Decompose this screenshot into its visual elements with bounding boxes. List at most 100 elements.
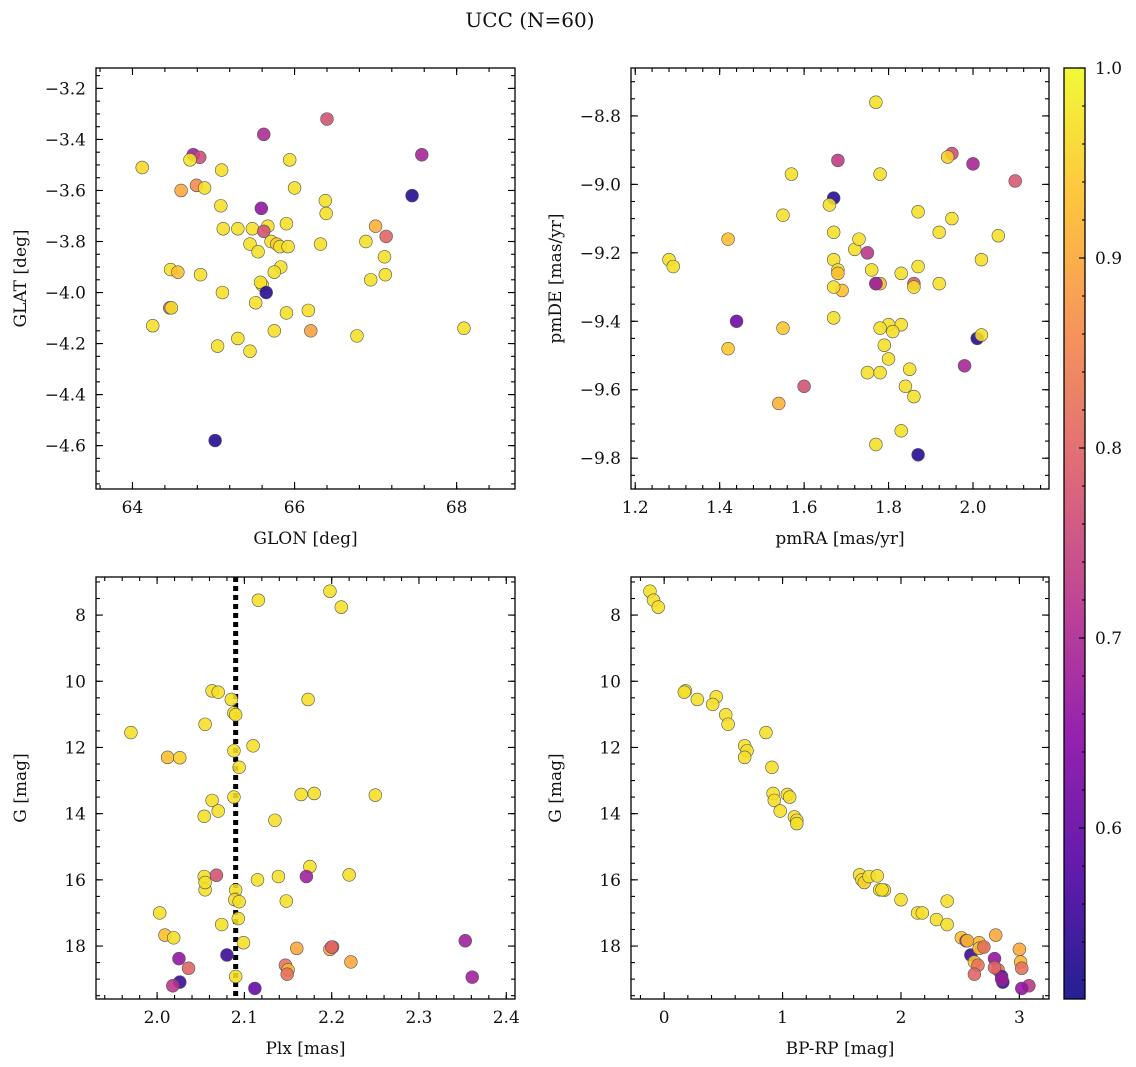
axes-frame (95, 576, 516, 1000)
data-point (254, 201, 269, 216)
data-point (318, 193, 333, 208)
data-point (181, 961, 196, 975)
data-point (227, 790, 241, 804)
data-point (894, 266, 908, 281)
scatter-panels: 64 66 68 −4.6 −4.4 −4.2 −4.0 −3.8 −3.6 −3.4 −3.2 GL… (11, 67, 1050, 1059)
colorbar-gradient (1064, 68, 1085, 999)
data-point (967, 967, 982, 981)
data-point (826, 225, 841, 239)
data-point (974, 252, 989, 267)
y-tick-label: 14 (64, 805, 86, 825)
data-point (869, 95, 883, 109)
data-point (729, 314, 744, 328)
data-point (977, 940, 991, 954)
data-point (251, 593, 266, 607)
data-point (299, 869, 314, 884)
data-point (287, 181, 302, 195)
data-point (257, 127, 271, 142)
data-point (215, 917, 229, 932)
data-point (323, 584, 337, 598)
data-point (666, 259, 680, 274)
data-point (457, 321, 471, 335)
data-point (378, 267, 393, 282)
data-point (224, 692, 239, 707)
data-point (216, 222, 230, 236)
data-point (860, 365, 875, 380)
data-point (1008, 174, 1022, 188)
data-point (782, 790, 797, 804)
data-point (907, 389, 921, 404)
data-point (458, 934, 472, 948)
data-point (301, 303, 316, 318)
data-point (881, 352, 896, 366)
data-point (790, 816, 804, 831)
data-point (966, 157, 980, 171)
data-point (873, 365, 887, 380)
data-point (368, 219, 383, 233)
data-point (869, 276, 883, 291)
data-point (214, 163, 229, 177)
scatter-points (135, 112, 471, 448)
data-point (280, 967, 294, 981)
data-point (940, 150, 955, 164)
data-point (214, 199, 228, 213)
data-point (405, 188, 419, 203)
data-point (870, 869, 885, 883)
data-point (251, 245, 265, 259)
data-point (894, 424, 908, 438)
data-point (193, 267, 208, 282)
data-point (651, 600, 665, 614)
data-point (873, 321, 887, 335)
x-tick-label: 1.4 (706, 498, 733, 518)
data-point (304, 324, 318, 338)
data-point (267, 265, 281, 279)
data-point (246, 739, 260, 753)
data-point (320, 112, 334, 126)
data-point (767, 793, 781, 808)
x-axis-label: GLON [deg] (253, 529, 357, 549)
x-tick-label: 2.4 (493, 1008, 520, 1028)
data-point (932, 225, 946, 239)
data-point (911, 205, 925, 219)
data-point (228, 707, 243, 722)
data-point (875, 883, 889, 897)
x-tick-label: 66 (284, 498, 306, 518)
data-point (313, 237, 328, 251)
data-point (319, 206, 333, 221)
data-point (243, 344, 257, 358)
data-point (915, 906, 929, 920)
data-point (268, 813, 282, 827)
colorbar: 0.6 0.7 0.8 0.9 1.0 (1063, 59, 1122, 1000)
data-point (124, 725, 138, 740)
panel-plx-g: 2.0 2.1 2.2 2.3 2.4 8 10 12 14 16 18 Plx [mas] G [ma… (11, 576, 520, 1059)
data-point (994, 972, 1009, 986)
data-point (210, 339, 225, 353)
data-point (253, 275, 268, 290)
data-point (364, 273, 378, 287)
x-tick-label: 2 (896, 1008, 907, 1028)
data-point (706, 697, 720, 712)
data-point (911, 448, 925, 462)
y-tick-label: −3.6 (45, 181, 86, 201)
scatter-points (643, 584, 1036, 996)
data-point (208, 433, 222, 448)
data-point (826, 311, 841, 325)
data-point (211, 804, 225, 818)
data-point (940, 894, 954, 908)
data-point (894, 893, 908, 907)
data-point (465, 970, 479, 984)
data-point (784, 167, 799, 181)
data-point (721, 232, 735, 246)
data-point (957, 359, 972, 373)
scatter-points (124, 584, 479, 996)
data-point (236, 936, 251, 950)
y-tick-label: −8.8 (580, 107, 621, 127)
data-point (765, 760, 779, 775)
data-point (135, 160, 149, 175)
y-tick-label: −4.4 (45, 386, 86, 406)
data-point (907, 280, 921, 294)
data-point (166, 931, 181, 945)
data-point (945, 211, 959, 226)
colorbar-tick-label: 0.6 (1095, 819, 1122, 839)
